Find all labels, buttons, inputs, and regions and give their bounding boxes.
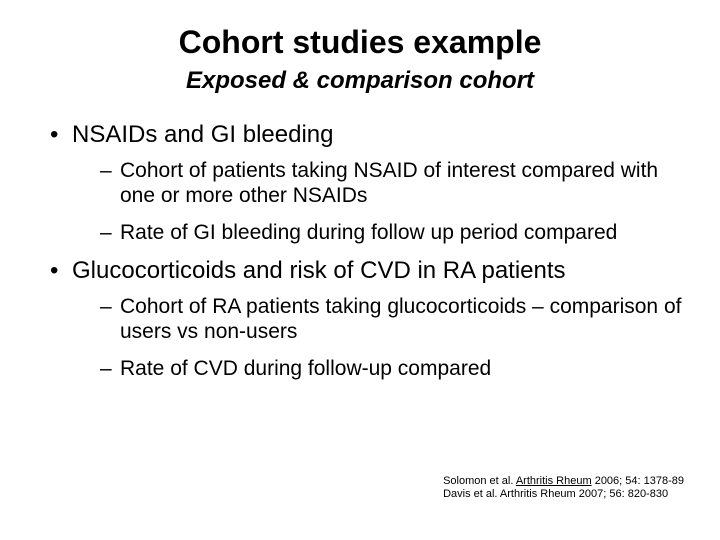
reference-line: Solomon et al. Arthritis Rheum 2006; 54:… [443,475,684,489]
list-item: Rate of GI bleeding during follow up per… [100,221,692,246]
bullet-list: NSAIDs and GI bleeding Cohort of patient… [28,121,692,382]
reference-line: Davis et al. Arthritis Rheum 2007; 56: 8… [443,488,684,502]
list-item: NSAIDs and GI bleeding Cohort of patient… [50,121,692,245]
references: Solomon et al. Arthritis Rheum 2006; 54:… [443,475,684,503]
slide-title: Cohort studies example [28,24,692,61]
list-item: Glucocorticoids and risk of CVD in RA pa… [50,257,692,381]
ref-text: 2006; 54: 1378-89 [592,475,684,487]
slide-subtitle: Exposed & comparison cohort [28,67,692,95]
list-item: Rate of CVD during follow-up compared [100,357,692,382]
ref-journal: Arthritis Rheum [516,475,592,487]
sub-list: Cohort of patients taking NSAID of inter… [72,159,692,245]
bullet-text: Glucocorticoids and risk of CVD in RA pa… [72,257,566,284]
ref-text: Solomon et al. [443,475,516,487]
list-item: Cohort of RA patients taking glucocortic… [100,295,692,345]
sub-list: Cohort of RA patients taking glucocortic… [72,295,692,381]
list-item: Cohort of patients taking NSAID of inter… [100,159,692,209]
bullet-text: NSAIDs and GI bleeding [72,121,333,148]
